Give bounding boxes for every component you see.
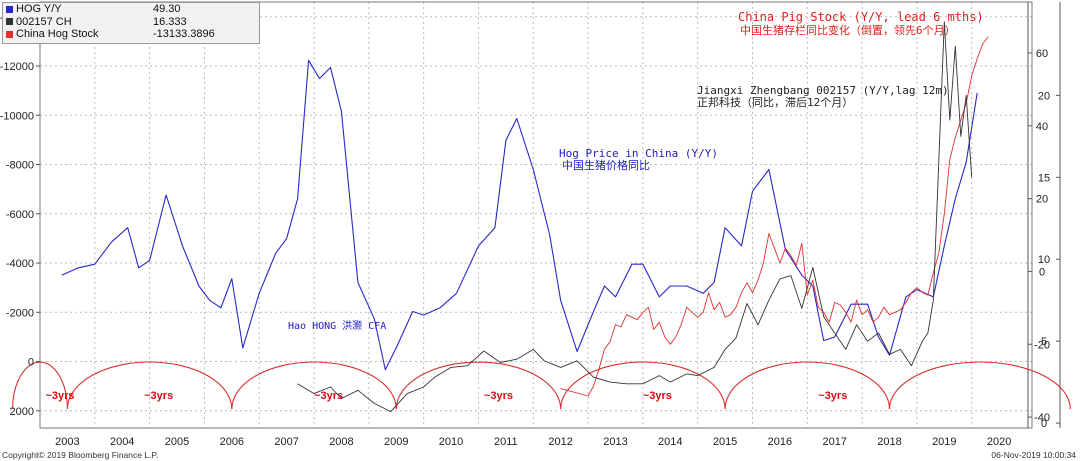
legend-name-hog: HOG Y/Y [16,3,62,15]
cycle-arc [395,361,562,410]
left-axis-tick-label: -6000 [6,209,34,221]
annotations: China Pig Stock (Y/Y, lead 6 mths)中国生猪存栏… [288,10,984,332]
cycle-arc [560,361,726,410]
legend-name-002157: 002157 CH [16,15,72,28]
annotation-6: Hao HONG 洪灏 CFA [288,320,386,332]
legend-value-hog: 49.30 [153,3,181,15]
x-tick-label: 2018 [877,436,901,448]
legend-swatch-002157 [6,18,13,25]
cycle-label: ~3yrs [144,390,173,402]
annotation-3: 正邦科技（同比，滞后12个月） [697,95,853,109]
cycle-arc [888,361,1071,410]
x-tick-label: 2019 [932,436,956,448]
left-axis-tick-label: 2000 [10,406,34,418]
right-inner-axis-tick-label: 0 [1039,266,1045,278]
annotation-4: Hog Price in China (Y/Y) [559,147,718,160]
left-axis-tick-label: -4000 [6,258,34,270]
legend-swatch-hog-stock [6,30,13,38]
legend-name-hog-stock: China Hog Stock [16,28,99,40]
x-tick-label: 2003 [55,436,79,448]
legend-swatch-hog [6,5,13,13]
x-tick-label: 2016 [768,436,792,448]
cycle-label: ~3yrs [45,390,74,402]
left-axis-tick-label: -8000 [6,160,34,172]
x-tick-label: 2015 [713,436,737,448]
annotation-5: 中国生猪价格同比 [562,158,650,172]
left-axis-tick-label: 0 [28,357,34,369]
cycle-arc [231,361,397,410]
copyright-text: Copyright© 2019 Bloomberg Finance L.P. [2,450,159,460]
annotation-2: Jiangxi Zhengbang 002157 (Y/Y,lag 12m) [697,84,949,97]
right-outer-axis-tick-label: 0 [1041,418,1047,430]
legend-value-002157: 16.333 [153,15,187,28]
right-inner-axis-tick-label: 60 [1036,48,1048,60]
x-tick-label: 2006 [220,436,244,448]
timestamp-text: 06-Nov-2019 10:00:34 [991,450,1076,460]
cycle-label: ~3yrs [484,390,513,402]
legend-box: HOG Y/Y 49.30 002157 CH 16.333 China Hog… [2,2,260,44]
series-line-0 [61,59,978,371]
right-outer-axis-tick-label: 10 [1038,254,1050,266]
plot-frame [39,1,1033,429]
right-outer-axis-tick-label: 5 [1041,336,1047,348]
series-lines [61,21,989,413]
x-tick-label: 2004 [110,436,134,448]
right-outer-axis-tick-label: 15 [1038,172,1050,184]
x-tick-label: 2009 [384,436,408,448]
series-line-1 [560,36,989,397]
right-inner-axis-tick-label: 20 [1036,194,1048,206]
right-inner-axis-tick-label: -20 [1034,339,1050,351]
x-tick-label: 2005 [165,436,189,448]
annotation-0: China Pig Stock (Y/Y, lead 6 mths) [738,10,984,24]
series-line-2 [297,21,973,413]
x-tick-label: 2013 [603,436,627,448]
gridlines [40,2,1032,428]
legend-item-hog-stock: China Hog Stock -13133.3896 [3,28,259,41]
annotation-1: 中国生猪存栏同比变化（倒置，领先6个月） [740,23,956,37]
x-tick-label: 2012 [548,436,572,448]
x-tick-label: 2014 [658,436,682,448]
left-axis-tick-label: -10000 [0,110,34,122]
x-tick-label: 2007 [274,436,298,448]
right-inner-axis-tick-label: -40 [1034,412,1050,424]
legend-item-hog: HOG Y/Y 49.30 [3,3,259,16]
left-axis-tick-label: -12000 [0,61,34,73]
legend-value-hog-stock: -13133.3896 [153,28,215,40]
x-tick-label: 2008 [329,436,353,448]
x-tick-label: 2010 [439,436,463,448]
cycle-arcs: ~3yrs ~3yrs ~3yrs ~3yrs ~3yrs ~3yrs [12,361,1071,410]
axes: 2003 2004 2005 2006 2007 2008 2009 2010 2011 2012… [0,1,1061,448]
cycle-label: ~3yrs [818,390,847,402]
legend-item-002157: 002157 CH 16.333 [3,16,259,29]
cycle-label: ~3yrs [643,390,672,402]
x-tick-label: 2011 [494,436,518,448]
left-axis-tick-label: -2000 [6,307,34,319]
cycle-arc [66,361,233,410]
right-inner-axis-tick-label: 40 [1036,121,1048,133]
cycle-arc [724,361,891,410]
x-tick-label: 2020 [987,436,1011,448]
x-tick-label: 2017 [822,436,846,448]
right-outer-axis-tick-label: 20 [1038,90,1050,102]
